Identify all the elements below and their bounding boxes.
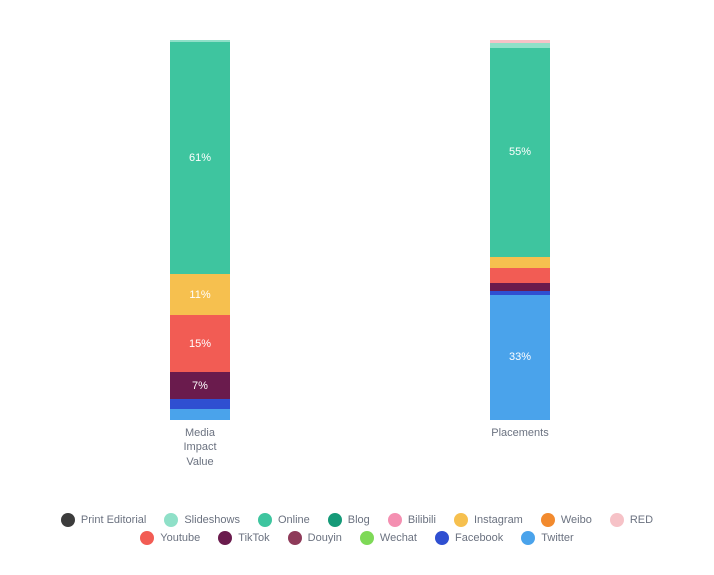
legend-label: Twitter xyxy=(541,532,573,544)
legend-item[interactable]: Facebook xyxy=(435,531,503,545)
segment-value-label: 15% xyxy=(189,338,211,350)
legend-label: Instagram xyxy=(474,514,523,526)
bar-segment: 33% xyxy=(490,295,550,420)
bar-segment xyxy=(170,399,230,409)
legend-swatch xyxy=(610,513,624,527)
legend-swatch xyxy=(541,513,555,527)
legend-label: Douyin xyxy=(308,532,342,544)
bar-segment: 11% xyxy=(170,274,230,316)
legend-item[interactable]: Twitter xyxy=(521,531,573,545)
legend-swatch xyxy=(140,531,154,545)
legend-swatch xyxy=(360,531,374,545)
legend-item[interactable]: Print Editorial xyxy=(61,513,146,527)
bar-segment: 61% xyxy=(170,42,230,274)
legend-item[interactable]: Youtube xyxy=(140,531,200,545)
legend-item[interactable]: Instagram xyxy=(454,513,523,527)
legend-item[interactable]: Slideshows xyxy=(164,513,240,527)
legend-swatch xyxy=(288,531,302,545)
legend-item[interactable]: RED xyxy=(610,513,653,527)
bar-segment xyxy=(170,409,230,420)
segment-value-label: 11% xyxy=(189,289,210,301)
segment-value-label: 61% xyxy=(189,152,211,164)
legend-swatch xyxy=(435,531,449,545)
legend-swatch xyxy=(61,513,75,527)
legend-swatch xyxy=(218,531,232,545)
legend-label: Facebook xyxy=(455,532,503,544)
bar-segment: 55% xyxy=(490,48,550,257)
legend-label: Youtube xyxy=(160,532,200,544)
bar-column: 55%33%Placements xyxy=(490,40,550,420)
legend-item[interactable]: Wechat xyxy=(360,531,417,545)
segment-value-label: 55% xyxy=(509,146,531,158)
legend-item[interactable]: TikTok xyxy=(218,531,269,545)
legend-label: RED xyxy=(630,514,653,526)
bar-segment: 7% xyxy=(170,372,230,399)
legend-label: Weibo xyxy=(561,514,592,526)
legend-label: Wechat xyxy=(380,532,417,544)
legend-label: Blog xyxy=(348,514,370,526)
legend-item[interactable]: Blog xyxy=(328,513,370,527)
segment-value-label: 7% xyxy=(192,380,208,392)
legend-item[interactable]: Bilibili xyxy=(388,513,436,527)
bar-segment: 15% xyxy=(170,315,230,372)
legend-label: Slideshows xyxy=(184,514,240,526)
legend-swatch xyxy=(521,531,535,545)
segment-value-label: 33% xyxy=(509,351,531,363)
legend-swatch xyxy=(454,513,468,527)
bar-segment xyxy=(490,257,550,268)
legend-item[interactable]: Weibo xyxy=(541,513,592,527)
legend-label: Bilibili xyxy=(408,514,436,526)
legend-swatch xyxy=(388,513,402,527)
bar-axis-label: Placements xyxy=(480,426,560,440)
legend-label: Print Editorial xyxy=(81,514,146,526)
legend-item[interactable]: Online xyxy=(258,513,310,527)
legend-swatch xyxy=(328,513,342,527)
legend-swatch xyxy=(164,513,178,527)
legend-label: TikTok xyxy=(238,532,269,544)
bar-segment xyxy=(490,283,550,291)
bar-segment xyxy=(490,268,550,283)
legend-item[interactable]: Douyin xyxy=(288,531,342,545)
legend-label: Online xyxy=(278,514,310,526)
legend-swatch xyxy=(258,513,272,527)
bar-column: 61%11%15%7%MediaImpactValue xyxy=(170,40,230,420)
stacked-bar-chart: 61%11%15%7%MediaImpactValue55%33%Placeme… xyxy=(40,20,674,460)
chart-legend: Print Editorial Slideshows Online Blog Bilib… xyxy=(57,513,657,545)
bar-axis-label: MediaImpactValue xyxy=(160,426,240,469)
